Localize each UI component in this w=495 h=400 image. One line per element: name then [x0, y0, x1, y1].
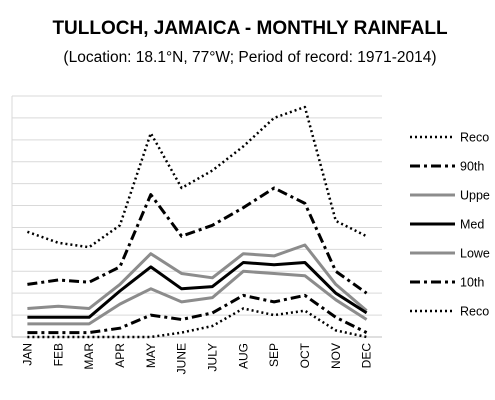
- series-line-2: [27, 243, 368, 312]
- gridlines: [12, 95, 382, 316]
- series-line-6: [27, 307, 367, 339]
- x-tick-label: NOV: [329, 343, 343, 369]
- series-line-3: [27, 261, 368, 319]
- x-tick-label: SEP: [267, 343, 281, 367]
- legend-label: 10th: [460, 276, 484, 290]
- x-tick-label: DEC: [360, 343, 374, 369]
- legend-label: Uppe: [460, 189, 490, 203]
- legend-label: 90th: [460, 160, 484, 174]
- x-tick-label: AUG: [236, 343, 250, 369]
- x-tick-label: JUNE: [175, 343, 189, 374]
- x-tick-label: APR: [113, 343, 127, 368]
- series-line-4: [27, 269, 368, 326]
- series-line-5: [27, 293, 368, 335]
- legend-label: Reco: [460, 305, 489, 319]
- x-tick-label: MAY: [144, 343, 158, 368]
- x-tick-label: MAR: [82, 343, 96, 370]
- series-lines: [26, 105, 368, 339]
- chart-subtitle: (Location: 18.1°N, 77°W; Period of recor…: [63, 49, 436, 66]
- legend-label: Lowe: [460, 247, 490, 261]
- x-tick-label: JAN: [20, 343, 34, 366]
- legend-label: Reco: [460, 131, 489, 145]
- series-line-0: [26, 105, 368, 249]
- legend: Reco 90th Uppe Med Lowe 10th Reco: [410, 131, 490, 319]
- legend-label: Med: [460, 218, 484, 232]
- x-tick-label: FEB: [51, 343, 65, 366]
- x-axis-ticks: JAN FEB MAR APR MAY JUNE JULY AUG SEP OCT NOV DEC: [20, 342, 373, 374]
- x-tick-label: JULY: [205, 343, 219, 371]
- series-line-1: [27, 186, 368, 295]
- x-tick-label: OCT: [298, 342, 312, 368]
- chart-title: TULLOCH, JAMAICA - MONTHLY RAINFALL: [52, 18, 448, 39]
